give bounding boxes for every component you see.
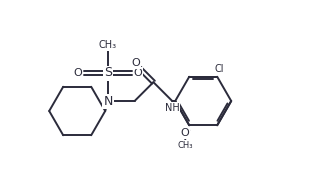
Text: N: N (103, 95, 113, 108)
Text: S: S (104, 66, 112, 79)
Text: O: O (134, 68, 142, 78)
Text: Cl: Cl (214, 64, 224, 74)
Text: NH: NH (165, 103, 180, 113)
Text: O: O (74, 68, 82, 78)
Text: CH₃: CH₃ (177, 141, 193, 150)
Text: O: O (181, 128, 190, 138)
Text: O: O (131, 58, 140, 68)
Text: CH₃: CH₃ (99, 40, 117, 50)
